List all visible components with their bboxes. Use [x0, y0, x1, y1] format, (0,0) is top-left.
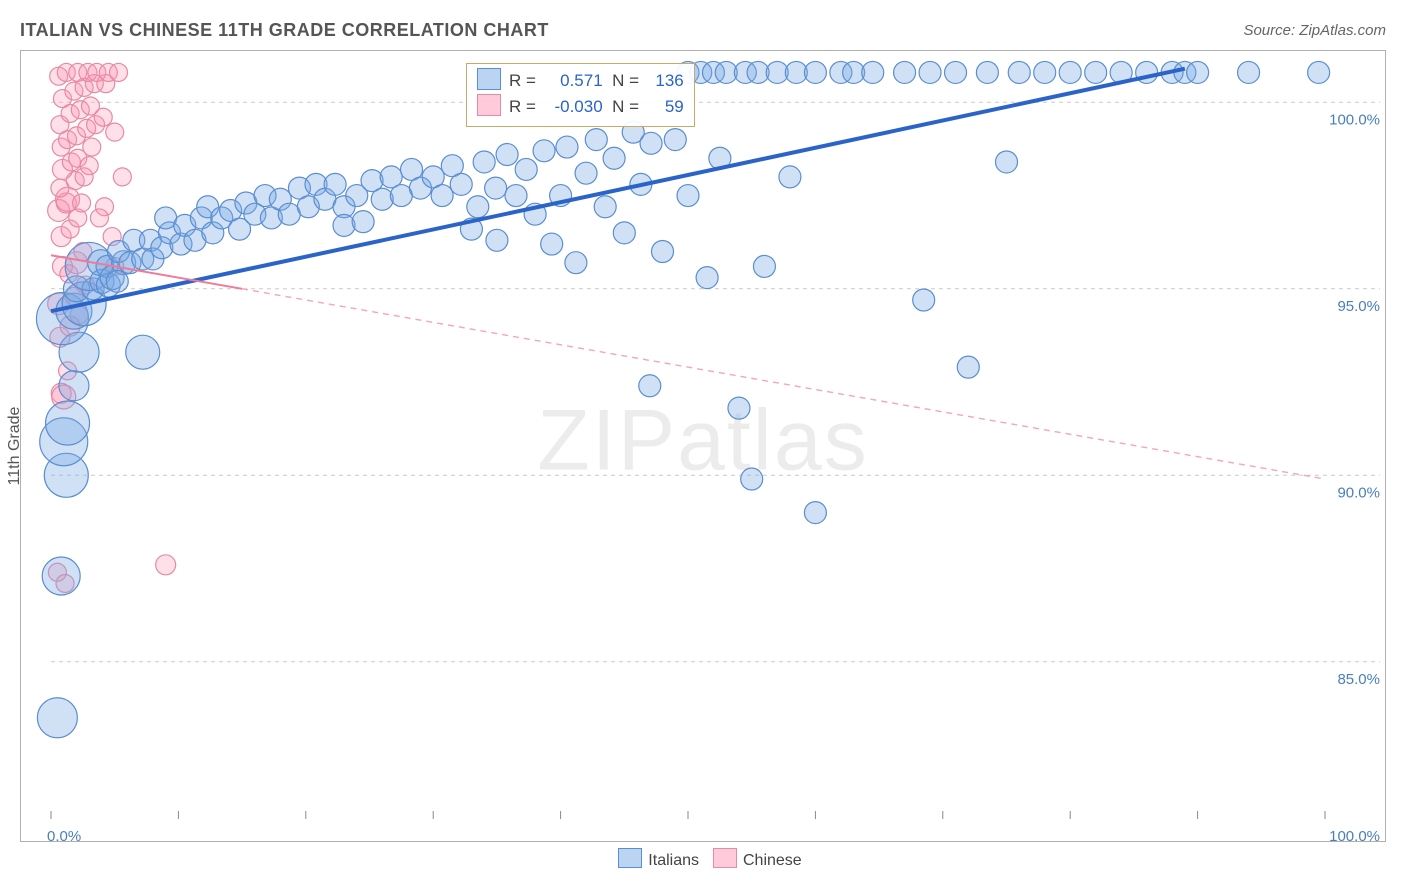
- source-label: Source: ZipAtlas.com: [1243, 22, 1386, 39]
- legend-swatch: [713, 848, 737, 868]
- svg-text:0.0%: 0.0%: [47, 828, 81, 845]
- legend-swatch: [618, 848, 642, 868]
- series-legend: Italians Chinese: [0, 848, 1406, 870]
- chart-area: 11th Grade 85.0%90.0%95.0%100.0%0.0%100.…: [20, 50, 1386, 842]
- svg-text:90.0%: 90.0%: [1337, 484, 1380, 501]
- svg-text:95.0%: 95.0%: [1337, 298, 1380, 315]
- svg-text:100.0%: 100.0%: [1329, 111, 1380, 128]
- legend-label: Italians: [648, 852, 699, 869]
- legend-label: Chinese: [743, 852, 802, 869]
- correlation-legend: R = 0.571 N = 136R = -0.030 N = 59: [466, 63, 695, 127]
- scatter-plot: 85.0%90.0%95.0%100.0%0.0%100.0%ZIPatlas: [21, 51, 1385, 841]
- svg-text:ZIPatlas: ZIPatlas: [537, 393, 868, 489]
- chart-title: ITALIAN VS CHINESE 11TH GRADE CORRELATIO…: [20, 20, 549, 40]
- svg-text:100.0%: 100.0%: [1329, 828, 1380, 845]
- svg-text:85.0%: 85.0%: [1337, 671, 1380, 688]
